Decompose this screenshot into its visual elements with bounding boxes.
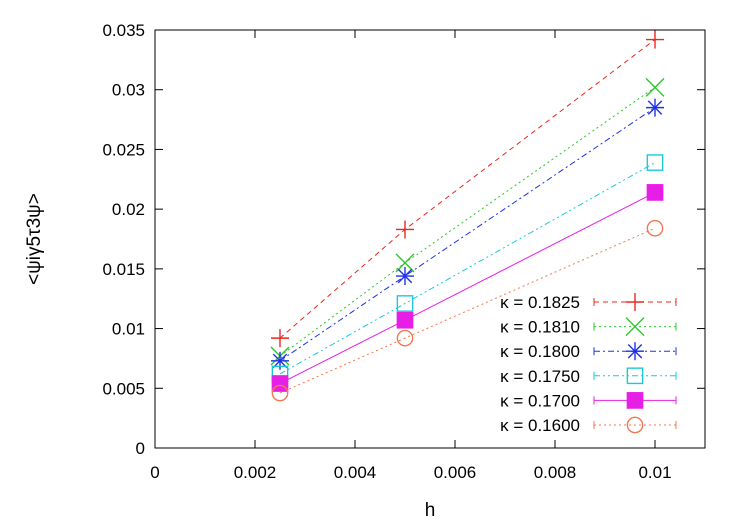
y-axis-ticks: 0 0.005 0.01 0.015 0.02 0.025 0.03 0.035 xyxy=(102,21,705,458)
series-lines xyxy=(279,39,656,394)
data-point xyxy=(271,375,289,392)
data-point xyxy=(645,77,665,97)
x-tick-label: 0.01 xyxy=(638,463,671,482)
data-point xyxy=(395,253,415,273)
data-point xyxy=(646,154,664,171)
y-tick-label: 0.015 xyxy=(102,260,145,279)
data-point xyxy=(626,392,644,409)
legend-label: κ = 0.1825 xyxy=(500,293,580,312)
series-line xyxy=(279,39,656,339)
data-point xyxy=(646,98,664,117)
x-tick-label: 0.006 xyxy=(434,463,477,482)
x-tick-label: 0.002 xyxy=(234,463,277,482)
legend-label: κ = 0.1700 xyxy=(500,391,580,410)
legend-label: κ = 0.1810 xyxy=(500,318,580,337)
y-tick-label: 0.005 xyxy=(102,379,145,398)
data-point xyxy=(396,267,414,286)
data-point xyxy=(646,219,664,237)
legend-label: κ = 0.1800 xyxy=(500,342,580,361)
data-point xyxy=(646,30,664,49)
legend-label: κ = 0.1750 xyxy=(500,367,580,386)
x-axis-ticks: 0 0.002 0.004 0.006 0.008 0.01 xyxy=(150,30,672,482)
data-point xyxy=(396,220,414,239)
data-point xyxy=(271,384,289,402)
data-point xyxy=(271,351,289,370)
y-tick-label: 0.025 xyxy=(102,140,145,159)
series-markers xyxy=(270,30,665,402)
y-tick-label: 0.03 xyxy=(112,81,145,100)
x-tick-label: 0.004 xyxy=(334,463,377,482)
series-line xyxy=(279,227,656,394)
plot-frame xyxy=(154,29,706,449)
y-tick-label: 0.02 xyxy=(112,200,145,219)
x-axis-title: h xyxy=(425,500,436,521)
series-line xyxy=(279,107,656,362)
y-tick-label: 0.035 xyxy=(102,21,145,40)
data-point xyxy=(626,367,644,385)
data-point xyxy=(626,342,644,361)
data-point xyxy=(646,184,664,201)
data-point xyxy=(396,295,414,312)
data-point xyxy=(625,317,645,337)
data-point xyxy=(396,311,414,329)
y-tick-label: 0 xyxy=(136,439,145,458)
y-tick-label: 0.01 xyxy=(112,320,145,339)
data-point xyxy=(396,329,414,347)
x-tick-label: 0 xyxy=(150,463,159,482)
data-point xyxy=(271,329,289,348)
legend: κ = 0.1825 κ = 0.1810 κ = 0.1800 κ = 0.1750… xyxy=(500,293,677,435)
series-line xyxy=(279,162,656,375)
legend-label: κ = 0.1600 xyxy=(500,416,580,435)
series-line xyxy=(279,191,656,384)
y-axis-title: <ψiγ5τ3ψ> xyxy=(24,193,45,285)
x-tick-label: 0.008 xyxy=(534,463,577,482)
data-point xyxy=(626,416,644,434)
data-point xyxy=(626,293,644,311)
